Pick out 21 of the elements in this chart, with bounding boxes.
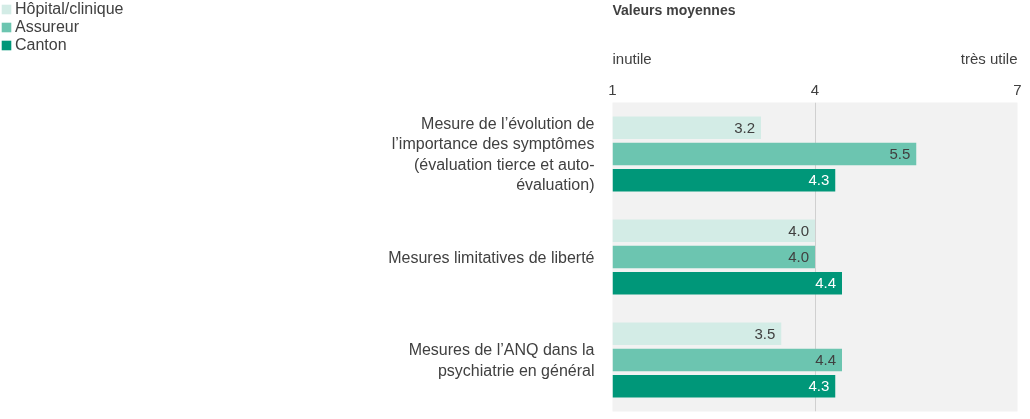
data-label: 4.3	[808, 377, 830, 395]
data-label: 4.4	[815, 351, 837, 368]
data-label: 4.0	[788, 221, 810, 239]
data-label: 4.0	[788, 248, 810, 265]
y-tick-label: Mesures limitatives de liberté	[388, 248, 595, 266]
data-label: 3.2	[734, 118, 756, 136]
chart-title: Valeurs moyennes	[612, 1, 736, 18]
x-tick-label: 7	[1013, 80, 1022, 98]
data-label: 4.4	[815, 274, 837, 292]
data-label: 3.5	[754, 324, 776, 342]
data-label: 5.5	[889, 145, 911, 162]
text: très utile	[960, 50, 1018, 67]
data-label: 4.3	[808, 171, 830, 189]
legend-label: Assureur	[15, 18, 80, 36]
y-tick-label: Mesures de l’ANQ dans la psychiatrie en général	[408, 341, 595, 379]
y-tick-label: Mesure de l’évolution de l’importance des symptômes (évaluation tierce et auto-évaluation)	[391, 114, 595, 194]
legend-label: Hôpital/clinique	[15, 0, 124, 18]
text: inutile	[612, 50, 652, 67]
x-tick-label: 1	[608, 80, 617, 98]
legend-label: Canton	[15, 36, 67, 54]
x-tick-label: 4	[810, 80, 820, 98]
